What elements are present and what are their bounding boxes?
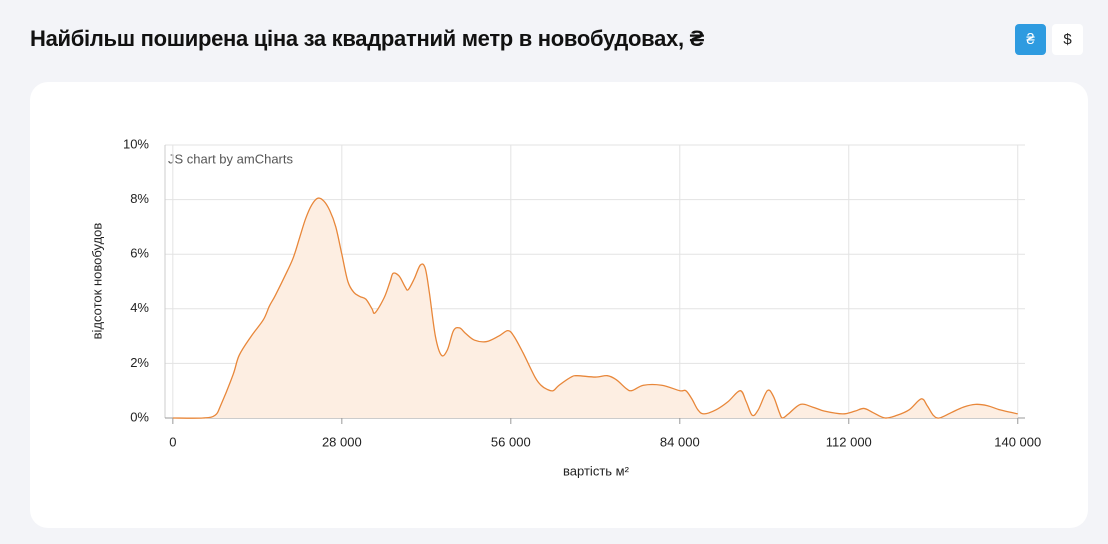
- x-tick-label: 0: [169, 434, 176, 449]
- x-tick-label: 84 000: [660, 434, 700, 449]
- y-tick-label: 0%: [130, 409, 149, 424]
- y-axis-label: відсоток новобудов: [89, 223, 104, 340]
- watermark: JS chart by amCharts: [168, 151, 293, 166]
- currency-button[interactable]: $: [1052, 24, 1083, 55]
- line: [172, 197, 1018, 419]
- x-tick-label: 140 000: [994, 434, 1041, 449]
- chart-card: [30, 82, 1088, 528]
- area: [172, 198, 1018, 419]
- y-tick-label: 6%: [130, 246, 149, 261]
- y-tick-label: 4%: [130, 300, 149, 315]
- currency-button[interactable]: ₴: [1015, 24, 1046, 55]
- x-tick-label: 112 000: [826, 434, 872, 449]
- x-axis-label: вартість м²: [563, 463, 630, 478]
- x-tick-label: 56 000: [491, 434, 531, 449]
- page-title: Найбільш поширена ціна за квадратний мет…: [30, 26, 704, 51]
- y-tick-label: 10%: [123, 136, 149, 151]
- y-tick-label: 8%: [130, 191, 149, 206]
- x-tick-label: 28 000: [322, 434, 362, 449]
- y-tick-label: 2%: [130, 355, 149, 370]
